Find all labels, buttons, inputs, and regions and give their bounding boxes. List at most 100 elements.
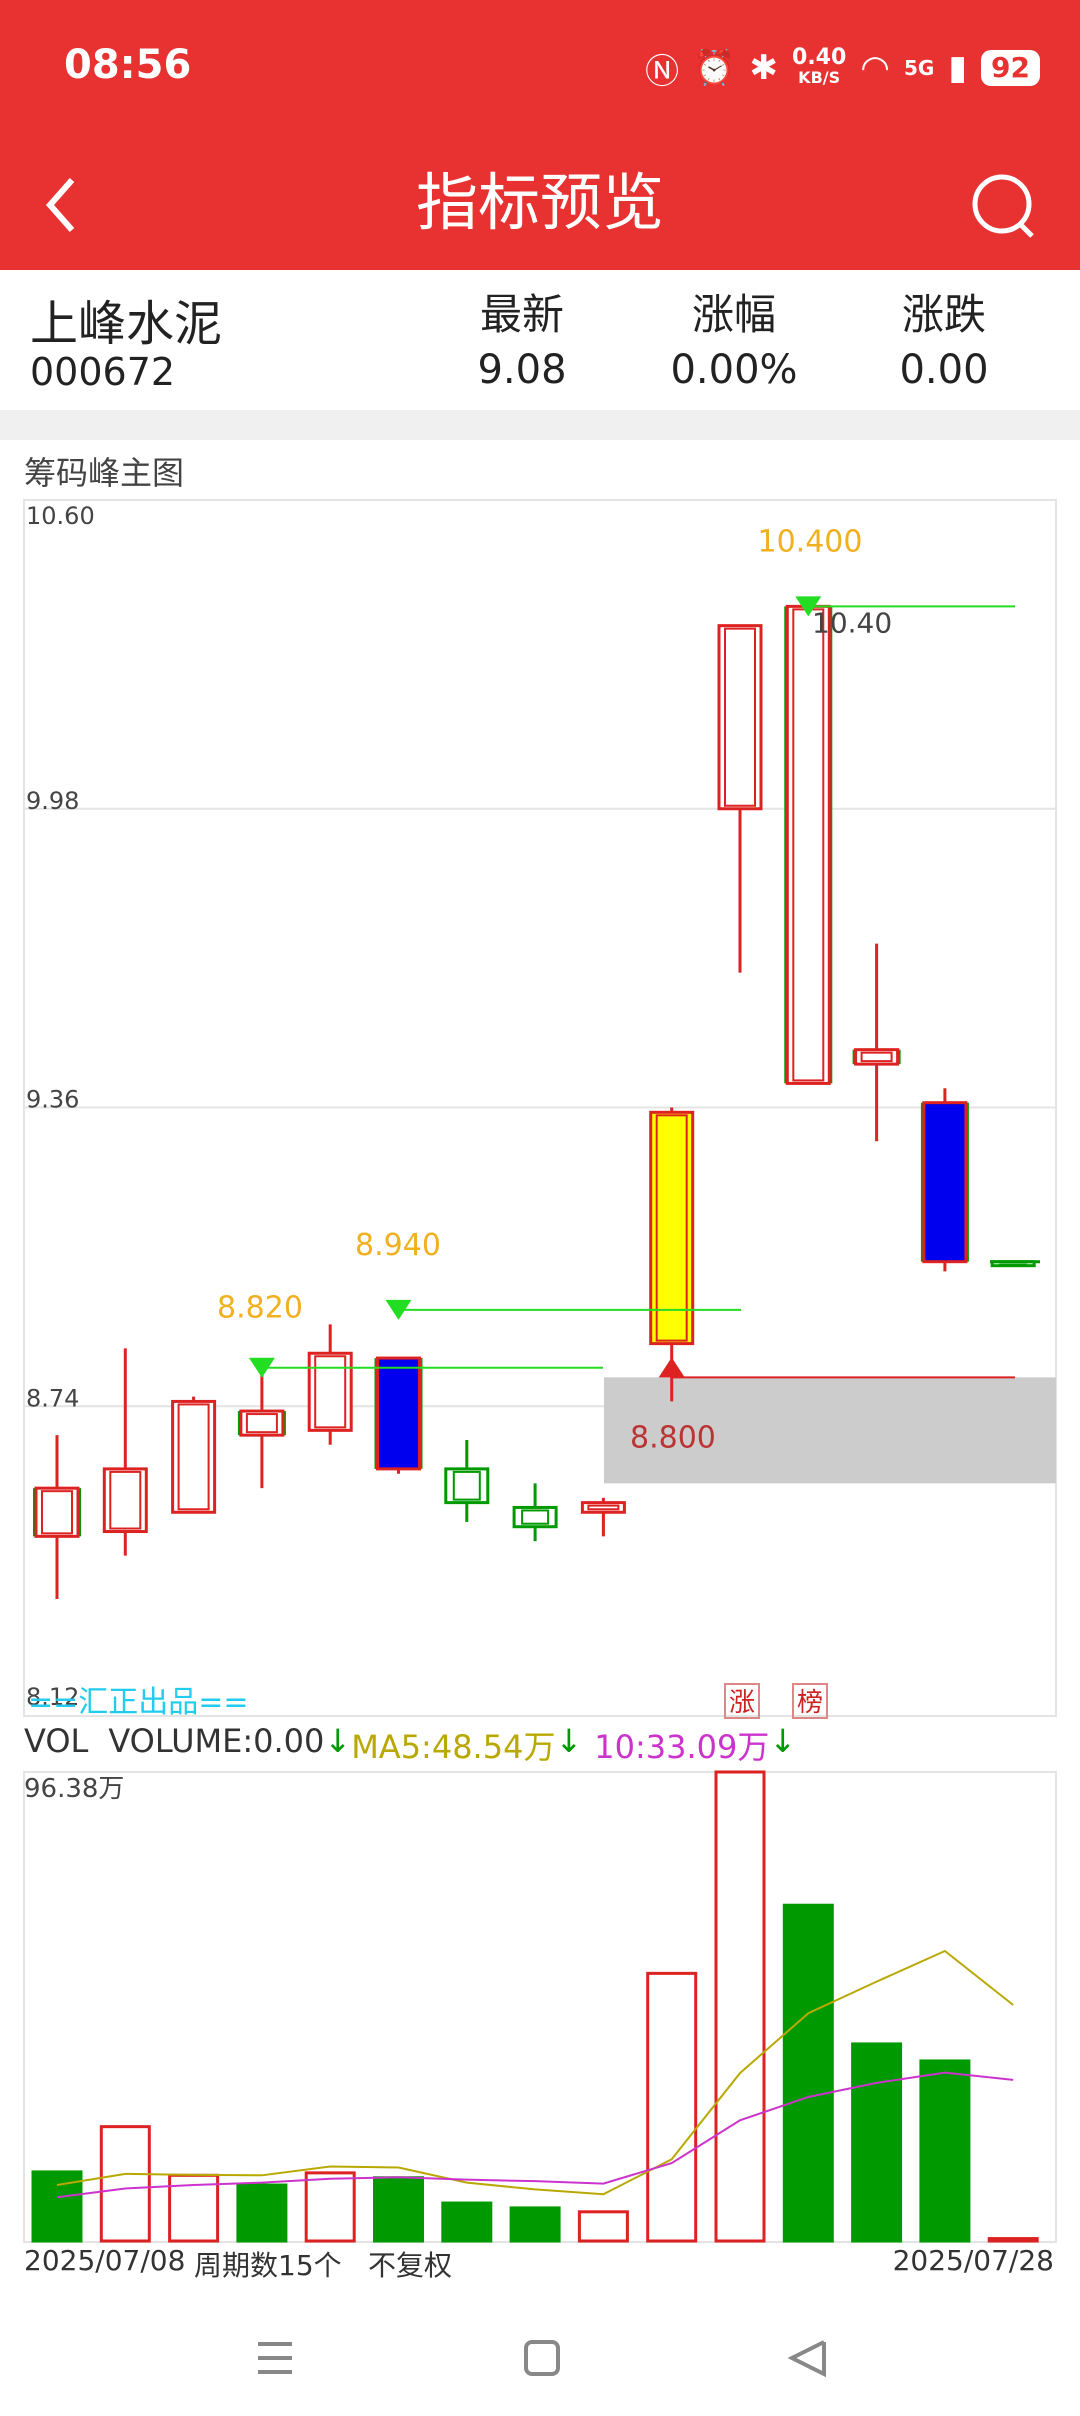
candle-body <box>376 1356 421 1471</box>
title-bar: 指标预览 <box>0 140 1080 270</box>
down-arrow-icon: ↓ <box>324 1722 352 1760</box>
status-time: 08:56 <box>64 42 192 88</box>
volume-bar <box>782 1903 834 2243</box>
y-tick-label: 8.12 <box>26 1683 79 1711</box>
candle-inner <box>521 1509 550 1525</box>
volume-bar <box>987 2237 1039 2243</box>
signal-triangle <box>795 596 822 617</box>
y-tick-label: 9.36 <box>26 1086 79 1114</box>
annotations: 8.820 8.940 10.400 10.40 8.800 <box>217 524 1040 1455</box>
nav-bar <box>0 2300 1080 2412</box>
volume-bar <box>851 2042 903 2243</box>
chart-label: 筹码峰主图 <box>24 454 185 492</box>
y-tick-label: 9.98 <box>26 787 79 815</box>
stock-code: 000672 <box>30 350 176 394</box>
volume-bar <box>714 1770 766 2243</box>
quote-change-percent: 涨幅 0.00% <box>670 290 798 393</box>
candle-inner <box>655 1114 688 1342</box>
signal-icon: ▮ <box>948 48 968 88</box>
adjust-mode: 不复权 <box>368 2249 453 2282</box>
candle-inner <box>245 1413 278 1434</box>
main-chart[interactable]: 10.609.989.368.748.12 8.8208.94010.40010… <box>0 0 1080 1720</box>
status-bar: 08:56 Ⓝ ⏰ ✱ 0.40 KB/S ◠ 5G ▮ 92 <box>0 0 1080 140</box>
volume-bar <box>577 2210 629 2243</box>
annotation-label: 10.40 <box>812 606 892 639</box>
end-date: 2025/07/28 <box>892 2244 1054 2277</box>
volume-bar <box>509 2206 561 2243</box>
candle-inner <box>587 1504 620 1511</box>
back-button[interactable] <box>30 160 120 250</box>
candles <box>33 604 1036 1599</box>
volume-bar <box>31 2170 83 2243</box>
volume-bar <box>304 2171 356 2243</box>
volume-bar <box>168 2173 220 2243</box>
watermark: ==汇正出品== <box>28 1685 249 1720</box>
annotation-label: 8.800 <box>630 1420 716 1455</box>
battery-icon: 92 <box>981 50 1040 86</box>
price-grid: 10.60 9.98 9.36 8.74 8.12 <box>24 502 1056 1711</box>
chip-zone-band <box>604 1377 1056 1484</box>
volume-bar <box>373 2176 424 2243</box>
volume-chart-frame <box>23 1771 1057 2243</box>
candle-body <box>512 1505 558 1529</box>
menu-nav-button[interactable] <box>258 2342 292 2374</box>
volume-bar <box>919 2059 971 2243</box>
y-tick-label: 8.74 <box>26 1384 79 1412</box>
annotation-label: 8.940 <box>355 1228 441 1263</box>
candle-inner <box>41 1490 73 1535</box>
signal-triangle <box>385 1299 412 1320</box>
volume-bar <box>236 2183 288 2243</box>
candle-inner <box>860 1051 893 1063</box>
marker-rise: 涨 <box>729 1688 755 1718</box>
down-arrow-icon: ↓ <box>555 1722 583 1760</box>
y-tick-label: 10.60 <box>26 502 95 530</box>
ma5-label: MA5:48.54万 <box>351 1728 556 1766</box>
ma10-line <box>56 2071 1014 2199</box>
candle-inner <box>724 627 756 807</box>
candle-inner <box>452 1470 481 1501</box>
volume-value: VOLUME:0.00 <box>108 1722 325 1760</box>
back-nav-button[interactable] <box>787 2340 826 2378</box>
quote-latest: 最新 9.08 <box>477 290 567 393</box>
section-divider <box>0 410 1080 440</box>
alarm-icon: ⏰ <box>693 48 736 88</box>
stock-name: 上峰水泥 <box>30 296 223 352</box>
down-arrow-icon: ↓ <box>769 1722 797 1760</box>
page-title: 指标预览 <box>415 166 664 239</box>
volume-bar <box>646 1971 698 2243</box>
period-count: 周期数15个 <box>194 2249 342 2282</box>
volume-header: VOL VOLUME:0.00 ↓ MA5:48.54万 ↓ 10:33.09万… <box>24 1722 796 1768</box>
candle-inner <box>314 1355 347 1429</box>
signal-triangle-red <box>658 1357 685 1378</box>
chevron-left-icon <box>46 178 75 232</box>
volume-bars <box>31 1770 1039 2243</box>
chip-zone <box>604 1377 1056 1484</box>
search-button[interactable] <box>960 160 1050 250</box>
volume-bar <box>441 2201 493 2243</box>
signal-label: 5G <box>903 56 935 80</box>
ma5-line <box>56 1949 1014 2196</box>
candle-inner <box>109 1470 142 1530</box>
annotation-label: 8.820 <box>217 1291 303 1326</box>
volume-bar <box>99 2125 151 2243</box>
home-nav-button[interactable] <box>524 2340 560 2376</box>
volume-max-label: 96.38万 <box>24 1774 124 1804</box>
vol-label: VOL <box>24 1722 89 1760</box>
nfc-icon: Ⓝ <box>645 51 680 92</box>
candle-inner <box>999 1263 1028 1267</box>
marker-list: 榜 <box>797 1688 823 1718</box>
marker-box-1 <box>724 1683 760 1719</box>
candle-body <box>580 1501 626 1514</box>
start-date: 2025/07/08 <box>24 2244 186 2277</box>
search-icon <box>972 174 1034 238</box>
candle-body <box>922 1101 968 1264</box>
wifi-icon: ◠ <box>860 48 890 88</box>
net-speed: 0.40 KB/S <box>792 45 847 88</box>
ma10-label: 10:33.09万 <box>594 1728 770 1766</box>
quote-header: 上峰水泥 000672 最新 9.08 涨幅 0.00% 涨跌 0.00 <box>0 270 1080 410</box>
signal-triangle <box>248 1357 275 1378</box>
candle-body <box>444 1467 490 1505</box>
annotation-label: 10.400 <box>758 524 863 559</box>
quote-change: 涨跌 0.00 <box>899 290 989 393</box>
marker-box-2 <box>792 1683 828 1719</box>
